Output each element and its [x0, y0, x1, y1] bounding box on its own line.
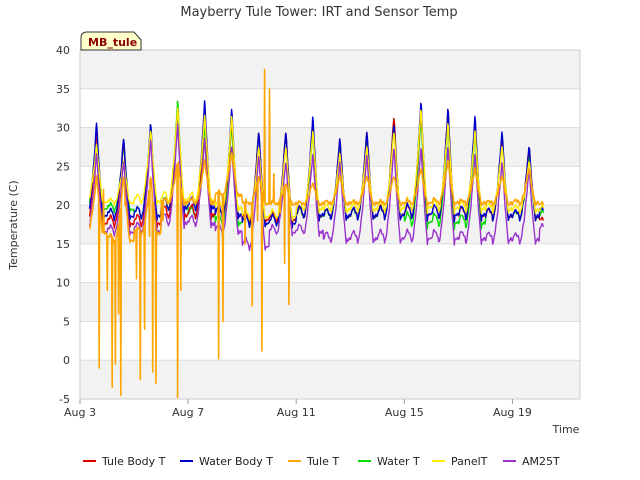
legend-label: Water T	[377, 455, 420, 468]
grid-band	[80, 282, 580, 322]
series-line-am25t	[88, 123, 545, 252]
legend-label: Water Body T	[199, 455, 273, 468]
legend-item-panelt: PanelT	[432, 455, 488, 468]
grid-band	[80, 360, 580, 399]
legend-item-am25t: AM25T	[503, 455, 560, 468]
grid-bands	[80, 50, 580, 399]
legend-item-tule-t: Tule T	[288, 455, 339, 468]
series-lines	[88, 68, 545, 399]
badge-label: MB_tule	[88, 36, 137, 49]
y-tick-label: 15	[56, 238, 70, 251]
station-badge: MB_tule	[80, 31, 142, 51]
x-axis-label: Time	[552, 423, 580, 436]
x-tick-label: Aug 19	[493, 406, 532, 419]
grid-band	[80, 50, 580, 89]
x-tick-label: Aug 3	[64, 406, 96, 419]
grid-band	[80, 127, 580, 167]
legend-item-tule-body-t: Tule Body T	[83, 455, 166, 468]
x-tick-label: Aug 7	[172, 406, 204, 419]
y-tick-label: 5	[63, 315, 70, 328]
x-tick-label: Aug 11	[277, 406, 316, 419]
series-line-tule-t	[88, 68, 545, 399]
legend: Tule Body T Water Body T Tule T Water T Pane…	[83, 455, 560, 468]
x-tick-label: Aug 15	[385, 406, 424, 419]
y-tick-label: 40	[56, 44, 70, 57]
legend-label: AM25T	[522, 455, 560, 468]
badge-shape	[80, 31, 142, 51]
plot-area	[79, 49, 581, 400]
y-tick-label: 10	[56, 277, 70, 290]
y-tick-label: 20	[56, 199, 70, 212]
y-tick-label: 35	[56, 83, 70, 96]
y-axis-label: Temperature (C)	[7, 180, 20, 270]
y-tick-label: 0	[63, 354, 70, 367]
legend-label: PanelT	[451, 455, 488, 468]
chart-title: Mayberry Tule Tower: IRT and Sensor Temp	[180, 5, 457, 20]
y-tick-label: 30	[56, 122, 70, 135]
y-tick-label: -5	[59, 393, 70, 406]
legend-label: Tule Body T	[101, 455, 166, 468]
legend-item-water-t: Water T	[358, 455, 420, 468]
y-tick-label: 25	[56, 160, 70, 173]
legend-label: Tule T	[306, 455, 339, 468]
x-axis-ticks: Aug 3 Aug 7 Aug 11 Aug 15 Aug 19	[64, 399, 532, 419]
y-axis-ticks: -5 0 5 10 15 20 25 30 35 40	[56, 44, 70, 406]
legend-item-water-body-t: Water Body T	[180, 455, 273, 468]
